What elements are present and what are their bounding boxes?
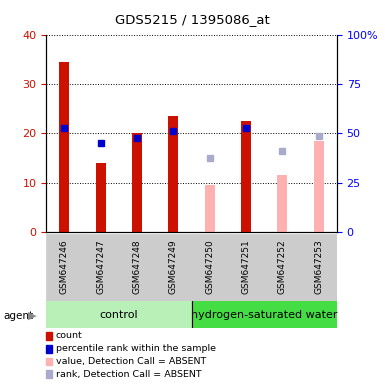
Bar xyxy=(59,62,69,232)
Bar xyxy=(192,234,228,301)
Text: control: control xyxy=(100,310,138,320)
Bar xyxy=(228,234,264,301)
Text: percentile rank within the sample: percentile rank within the sample xyxy=(56,344,216,353)
Bar xyxy=(82,234,119,301)
Text: hydrogen-saturated water: hydrogen-saturated water xyxy=(191,310,338,320)
Bar xyxy=(277,175,288,232)
Text: GSM647251: GSM647251 xyxy=(241,240,251,295)
Bar xyxy=(168,116,179,232)
Text: rank, Detection Call = ABSENT: rank, Detection Call = ABSENT xyxy=(56,369,201,379)
Bar xyxy=(192,301,337,328)
Text: GSM647253: GSM647253 xyxy=(314,240,323,295)
Bar xyxy=(204,185,215,232)
Text: GSM647249: GSM647249 xyxy=(169,240,178,294)
Text: GSM647252: GSM647252 xyxy=(278,240,287,294)
Bar xyxy=(46,301,192,328)
Bar xyxy=(119,234,155,301)
Bar xyxy=(314,141,324,232)
Text: GSM647247: GSM647247 xyxy=(96,240,105,294)
Bar xyxy=(241,121,251,232)
Text: GSM647248: GSM647248 xyxy=(132,240,142,294)
Text: GSM647246: GSM647246 xyxy=(60,240,69,294)
Text: GDS5215 / 1395086_at: GDS5215 / 1395086_at xyxy=(115,13,270,26)
Text: GSM647250: GSM647250 xyxy=(205,240,214,295)
Text: ▶: ▶ xyxy=(28,311,37,321)
Text: count: count xyxy=(56,331,82,341)
Bar xyxy=(155,234,192,301)
Bar xyxy=(264,234,301,301)
Bar xyxy=(301,234,337,301)
Bar xyxy=(46,234,82,301)
Text: value, Detection Call = ABSENT: value, Detection Call = ABSENT xyxy=(56,357,206,366)
Bar xyxy=(132,134,142,232)
Bar xyxy=(95,163,106,232)
Text: agent: agent xyxy=(4,311,34,321)
